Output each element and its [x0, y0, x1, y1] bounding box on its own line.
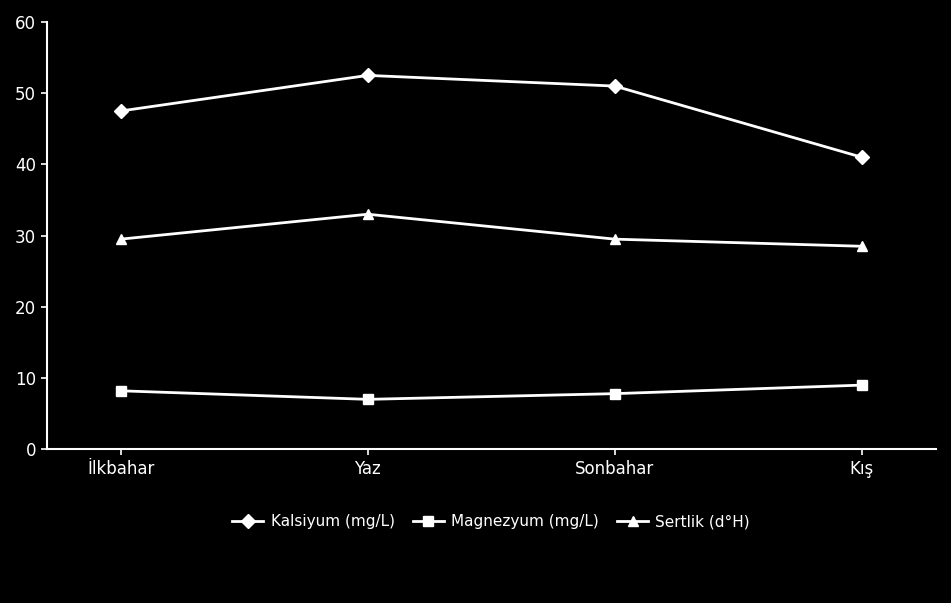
Sertlik (d°H)	[362, 210, 374, 218]
Legend: Kalsiyum (mg/L), Magnezyum (mg/L), Sertlik (d°H): Kalsiyum (mg/L), Magnezyum (mg/L), Sertl…	[226, 508, 756, 535]
Kalsiyum (mg/L)	[362, 72, 374, 79]
Magnezyum (mg/L)	[856, 382, 867, 389]
Magnezyum (mg/L)	[609, 390, 620, 397]
Line: Sertlik (d°H): Sertlik (d°H)	[116, 209, 866, 251]
Kalsiyum (mg/L)	[856, 154, 867, 161]
Kalsiyum (mg/L)	[115, 107, 126, 115]
Magnezyum (mg/L)	[362, 396, 374, 403]
Sertlik (d°H)	[609, 236, 620, 243]
Kalsiyum (mg/L)	[609, 83, 620, 90]
Sertlik (d°H)	[856, 242, 867, 250]
Magnezyum (mg/L)	[115, 387, 126, 394]
Line: Magnezyum (mg/L): Magnezyum (mg/L)	[116, 380, 866, 404]
Sertlik (d°H)	[115, 236, 126, 243]
Line: Kalsiyum (mg/L): Kalsiyum (mg/L)	[116, 71, 866, 162]
